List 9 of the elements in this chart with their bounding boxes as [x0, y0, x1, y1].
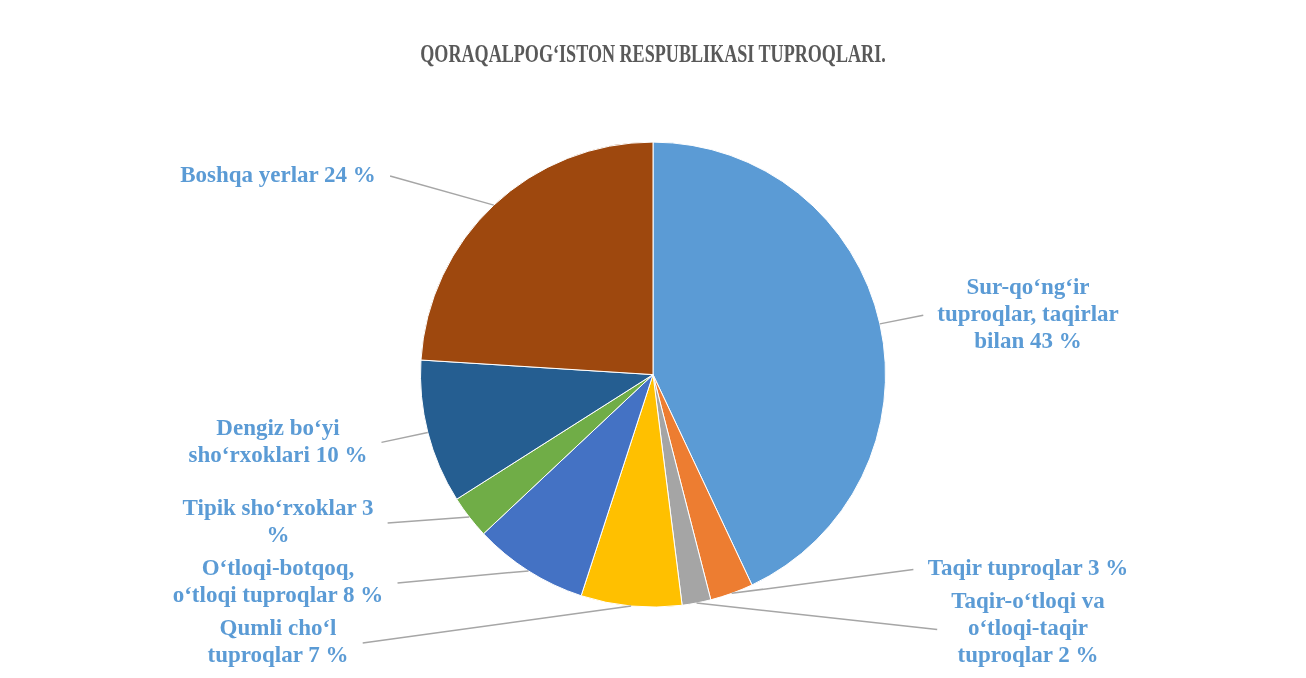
slice-label: O‘tloqi-botqoq, o‘tloqi tuproqlar 8 %: [172, 555, 384, 608]
slice-label: Dengiz bo‘yi sho‘rxoklari 10 %: [188, 414, 368, 467]
slice-label: Sur-qo‘ng‘ir tuproqlar, taqirlar bilan 43 %: [937, 274, 1119, 354]
slice-label: Taqir-o‘tloqi va o‘tloqi-taqir tuproqlar 2 %: [951, 588, 1106, 668]
slice-label: Boshqa yerlar 24 %: [180, 161, 376, 187]
slice-label: Qumli cho‘l tuproqlar 7 %: [207, 615, 349, 668]
slice-label: Tipik sho‘rxoklar 3 %: [182, 495, 374, 548]
slice-label: Taqir tuproqlar 3 %: [927, 555, 1129, 581]
chart-title: QORAQALPOG‘ISTON RESPUBLIKASI TUPROQLARI.: [420, 39, 886, 69]
